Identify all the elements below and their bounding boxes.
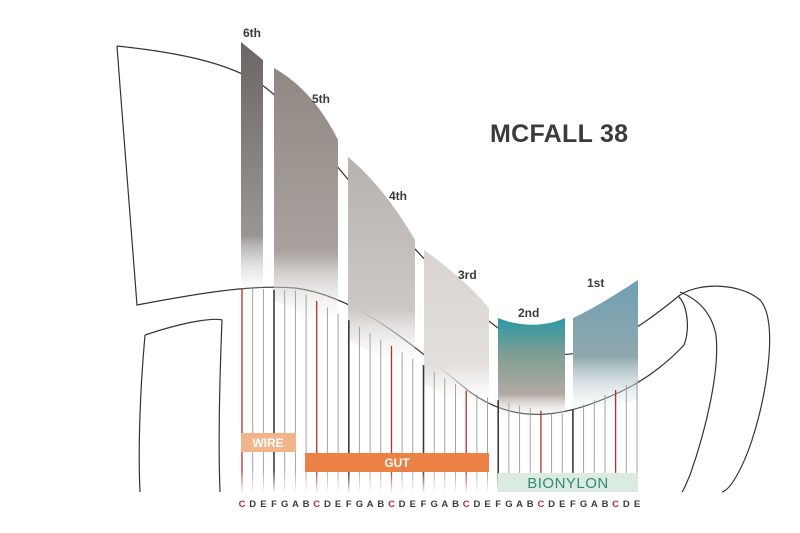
note-letter-28: B (527, 499, 534, 510)
note-letter-11: F (346, 499, 352, 510)
note-letter-14: B (377, 499, 384, 510)
note-letter-34: A (591, 499, 598, 510)
note-letter-38: E (634, 499, 640, 510)
note-letter-4: F (271, 499, 277, 510)
note-letter-9: D (324, 499, 331, 510)
note-letter-32: F (570, 499, 576, 510)
note-letter-3: E (260, 499, 266, 510)
note-letter-25: F (495, 499, 501, 510)
note-letter-13: A (367, 499, 374, 510)
material-bar-gut (305, 453, 489, 472)
band-2nd (498, 318, 565, 420)
note-letter-23: D (473, 499, 480, 510)
note-letter-17: E (410, 499, 416, 510)
note-letter-36: C (612, 499, 619, 510)
note-letter-21: B (452, 499, 459, 510)
note-letter-37: D (623, 499, 630, 510)
band-3rd (424, 250, 489, 415)
octave-label-4th: 4th (389, 189, 407, 203)
harp-back-outline (679, 291, 718, 493)
material-bar-bionylon (498, 473, 638, 492)
octave-label-6th: 6th (243, 26, 261, 40)
note-letter-15: C (388, 499, 395, 510)
note-letter-30: D (548, 499, 555, 510)
material-label-bionylon: BIONYLON (527, 475, 609, 492)
material-bars: WIRE GUT BIONYLON (241, 433, 638, 492)
note-letter-24: E (484, 499, 490, 510)
note-letter-16: D (399, 499, 406, 510)
band-5th (274, 68, 338, 330)
material-bar-wire (241, 433, 296, 452)
note-letter-35: B (602, 499, 609, 510)
note-letter-7: B (303, 499, 310, 510)
note-letter-33: G (580, 499, 587, 510)
harp-pillar-outline (144, 318, 223, 493)
octave-bands (241, 42, 638, 420)
note-letter-6: A (292, 499, 299, 510)
note-letter-10: E (335, 499, 341, 510)
note-letter-27: A (516, 499, 523, 510)
note-letter-29: C (537, 499, 544, 510)
note-letter-31: E (559, 499, 565, 510)
octave-label-3rd: 3rd (458, 268, 477, 282)
octave-label-1st: 1st (587, 276, 604, 290)
material-label-wire: WIRE (252, 436, 283, 450)
band-6th (241, 42, 263, 300)
note-letter-26: G (505, 499, 512, 510)
note-letter-5: G (281, 499, 288, 510)
note-letter-19: G (431, 499, 438, 510)
band-4th (348, 157, 415, 375)
octave-label-2nd: 2nd (518, 306, 539, 320)
band-1st (573, 280, 638, 420)
note-letter-20: A (441, 499, 448, 510)
model-title: MCFALL 38 (490, 120, 629, 148)
note-letter-8: C (313, 499, 320, 510)
note-letter-1: C (239, 499, 246, 510)
material-label-gut: GUT (384, 456, 410, 470)
harp-column-outline (138, 334, 146, 493)
note-letter-22: C (463, 499, 470, 510)
octave-label-5th: 5th (312, 92, 330, 106)
note-letter-2: D (249, 499, 256, 510)
note-letter-12: G (356, 499, 363, 510)
note-letter-18: F (421, 499, 427, 510)
